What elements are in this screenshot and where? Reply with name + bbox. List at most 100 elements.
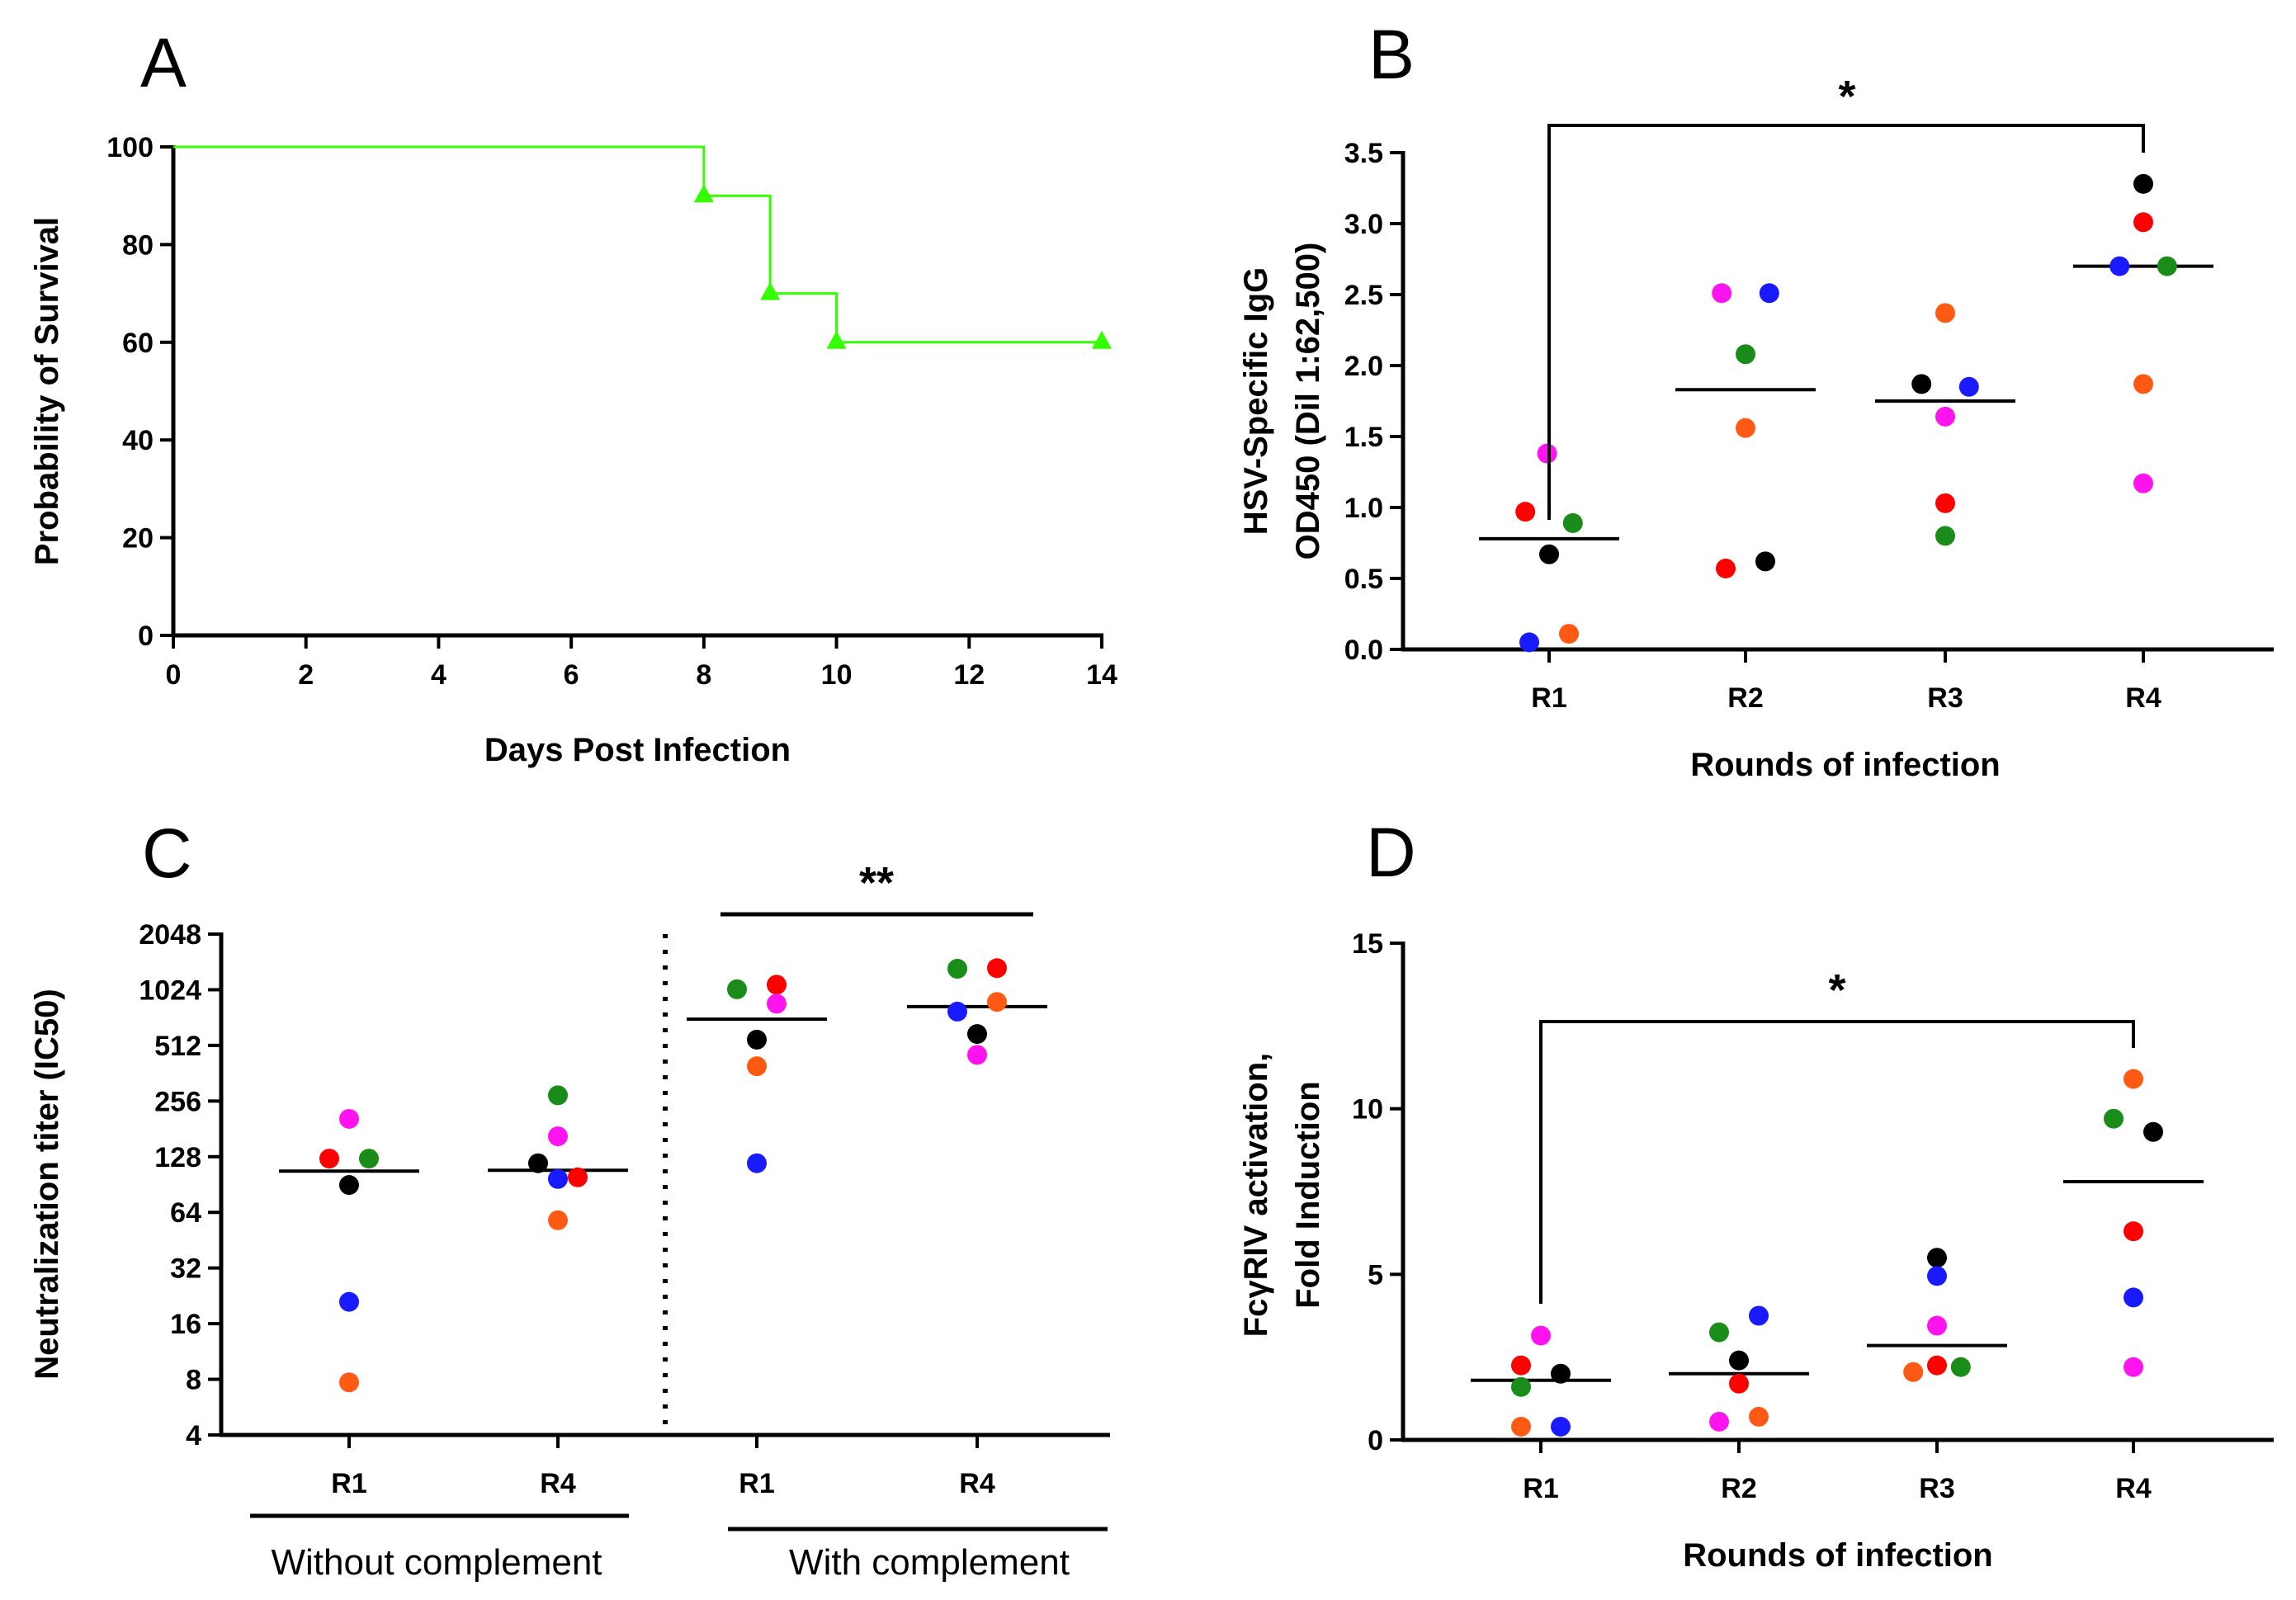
data-point (2133, 374, 2153, 394)
data-point (1716, 558, 1736, 578)
y-tick-label: 2.0 (1344, 351, 1383, 382)
data-point (1736, 344, 1755, 365)
y-tick-label: 15 (1352, 928, 1383, 960)
significance-bracket (1547, 124, 2145, 520)
y-tick-label: 4 (186, 1420, 201, 1451)
data-point (1539, 544, 1559, 564)
data-point (1709, 1411, 1729, 1432)
y-axis-title: Neutralization titer (IC50) (29, 989, 65, 1379)
data-point (1903, 1362, 1924, 1382)
data-point (2133, 173, 2153, 194)
data-point (319, 1149, 339, 1169)
y-axis-title-line1: FcγRIV activation, (1238, 1053, 1274, 1338)
x-tick-label: R4 (540, 1468, 576, 1499)
y-tick-label: 512 (154, 1031, 201, 1062)
group-label-with-complement: With complement (789, 1542, 1070, 1583)
y-tick-label: 10 (1352, 1094, 1383, 1126)
y-tick-label: 20 (122, 523, 154, 555)
y-tick-label: 3.5 (1344, 138, 1383, 169)
data-point (767, 975, 787, 995)
y-axis-title: Probability of Survival (29, 217, 65, 565)
panel-letter-c: C (142, 814, 192, 892)
data-point (1562, 512, 1583, 533)
data-point (2157, 256, 2177, 276)
data-point (2109, 256, 2130, 276)
data-point (987, 992, 1007, 1012)
data-point (1759, 283, 1779, 304)
data-point (1551, 1416, 1571, 1437)
x-tick-label: 10 (821, 659, 853, 691)
significance-bracket (1539, 1020, 2135, 1304)
panel-c-neutralization-chart: 4 8 16 32 64 128 256 512 1024 2048 R1 R4 R1 R4 Neutral… (29, 858, 1110, 1583)
data-point (987, 958, 1007, 979)
data-point (1935, 526, 1955, 546)
data-point (1729, 1373, 1749, 1394)
x-tick-label: R2 (1721, 1473, 1756, 1504)
x-tick-label: R1 (331, 1468, 366, 1499)
data-point (1519, 632, 1539, 653)
data-point (1927, 1266, 1947, 1286)
y-axis-title-line1: HSV-Specific IgG (1238, 267, 1274, 536)
data-point (947, 959, 967, 979)
data-point (1958, 376, 1979, 397)
x-tick-label: R4 (2125, 682, 2161, 714)
x-tick-label: R1 (1523, 1473, 1558, 1504)
data-point (1729, 1350, 1749, 1371)
y-tick-label: 3.0 (1344, 209, 1383, 240)
x-tick-label: R1 (1531, 682, 1566, 714)
panel-a-survival-chart: 0 20 40 60 80 100 0 2 4 6 8 10 12 14 Days Post Infecti… (29, 132, 1117, 768)
data-point (339, 1372, 359, 1393)
x-tick-label: R3 (1927, 682, 1963, 714)
y-axis-title-line2: Fold Induction (1290, 1081, 1326, 1309)
data-point (548, 1085, 568, 1106)
data-point (1511, 1355, 1531, 1376)
x-tick-label: R3 (1919, 1473, 1954, 1504)
y-tick-label: 256 (154, 1086, 201, 1117)
panel-letter-d: D (1366, 814, 1416, 891)
x-axis-title: Days Post Infection (484, 732, 791, 768)
data-point (1531, 1325, 1551, 1346)
data-point (339, 1108, 359, 1129)
y-tick-label: 100 (106, 132, 154, 163)
data-point (2104, 1108, 2124, 1129)
x-tick-label: R4 (2115, 1473, 2152, 1504)
data-point (339, 1291, 359, 1312)
data-point (359, 1149, 379, 1169)
panel-letter-a: A (140, 24, 187, 101)
data-point (1935, 493, 1955, 513)
significance-label: ** (859, 858, 894, 908)
data-point (1749, 1305, 1769, 1326)
y-tick-label: 5 (1368, 1259, 1383, 1291)
y-tick-label: 1024 (139, 975, 201, 1006)
data-point (548, 1126, 568, 1147)
data-point (1511, 1376, 1531, 1397)
y-tick-label: 64 (170, 1197, 201, 1229)
data-point (528, 1153, 548, 1173)
y-tick-label: 2048 (139, 919, 201, 951)
x-tick-label: R2 (1727, 682, 1763, 714)
x-tick-label: 8 (696, 659, 711, 691)
data-point (2124, 1221, 2143, 1242)
y-tick-label: 32 (170, 1253, 201, 1285)
x-tick-label: 4 (431, 659, 446, 691)
data-point (1551, 1363, 1571, 1384)
data-point (1927, 1355, 1947, 1376)
data-point (548, 1168, 568, 1189)
y-tick-label: 80 (122, 229, 154, 261)
x-tick-label: 12 (953, 659, 985, 691)
data-point (1755, 551, 1775, 572)
x-tick-label: R1 (739, 1468, 774, 1499)
significance-label: * (1838, 72, 1855, 121)
data-point (747, 1056, 767, 1077)
data-point (767, 994, 787, 1014)
survival-curve (173, 145, 1102, 344)
x-axis-title: Rounds of infection (1690, 747, 2001, 783)
data-point (548, 1210, 568, 1230)
y-tick-label: 1.5 (1344, 422, 1383, 453)
data-point (568, 1167, 588, 1187)
data-point (1911, 374, 1932, 394)
data-point (2124, 1069, 2143, 1089)
panel-letter-b: B (1368, 16, 1415, 93)
data-point (2143, 1121, 2163, 1142)
y-tick-label: 40 (122, 425, 154, 456)
